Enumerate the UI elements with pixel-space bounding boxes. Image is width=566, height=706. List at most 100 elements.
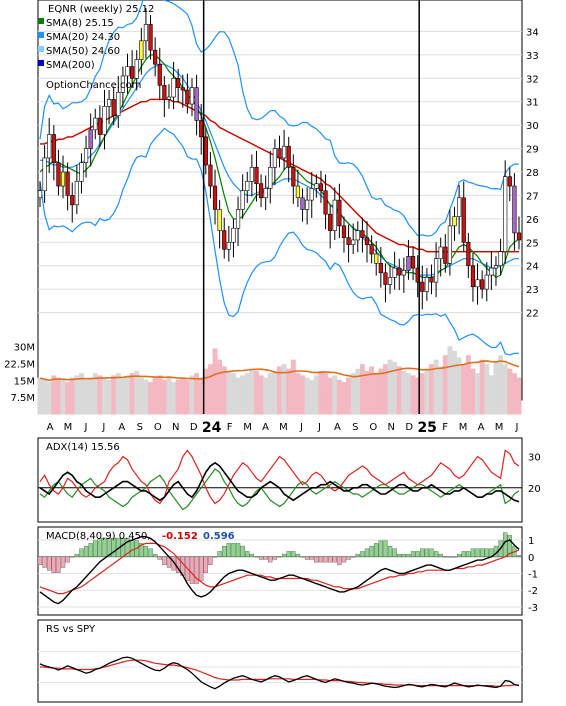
- macd-hist-bar: [189, 556, 195, 584]
- macd-hist-bar: [286, 551, 291, 557]
- macd-hist-bar: [226, 543, 231, 557]
- volume-bar: [171, 382, 177, 415]
- volume-bar: [253, 370, 259, 415]
- x-axis-label: M: [459, 422, 468, 433]
- volume-bar: [410, 375, 416, 415]
- legend-label: SMA(8) 25.15: [46, 18, 114, 29]
- macd-hist-bar: [438, 553, 443, 557]
- macd-line: [39, 536, 520, 605]
- candle-body: [475, 279, 480, 288]
- macd-hist-bar: [217, 551, 222, 557]
- macd-lines: [39, 536, 520, 605]
- candle-body: [83, 148, 89, 163]
- price-panel-frame: [37, 0, 523, 401]
- macd-hist-bar: [392, 548, 397, 557]
- x-axis-label: D: [405, 422, 413, 433]
- candle-body: [226, 241, 231, 250]
- volume-bar: [498, 355, 504, 415]
- volume-bar: [226, 370, 232, 415]
- macd-value-signal: -0.152: [162, 531, 198, 542]
- volume-tick-label: 30M: [14, 343, 35, 354]
- macd-hist-bar: [341, 556, 347, 563]
- legend-swatch: [38, 18, 44, 24]
- candle-body: [42, 157, 47, 192]
- price-y-ticks: 22 23 24 25 26 27 28 29 30 31 32 33 34: [526, 27, 539, 319]
- rs-lines: [39, 656, 520, 690]
- volume-bar: [217, 359, 223, 415]
- price-tick-label: 23: [526, 285, 539, 296]
- macd-hist-bar: [397, 553, 402, 557]
- price-tick-label: 25: [526, 238, 539, 249]
- macd-hist-bar: [337, 556, 342, 565]
- macd-hist-bar: [507, 535, 512, 557]
- price-title: EQNR (weekly) 25.12: [48, 4, 154, 15]
- volume-bar: [359, 364, 365, 415]
- volume-bar: [382, 364, 388, 415]
- candle-body: [125, 66, 130, 77]
- volume-bar: [272, 370, 278, 415]
- candle-body: [208, 164, 213, 187]
- x-axis-label: M: [64, 422, 73, 433]
- volume-bar: [300, 375, 306, 415]
- volume-bar: [138, 377, 144, 415]
- volume-bar: [387, 359, 393, 415]
- macd-hist-bar: [516, 555, 522, 557]
- volume-bar: [101, 377, 107, 415]
- volume-bar: [157, 375, 163, 415]
- volume-bar: [46, 382, 52, 415]
- volume-bar: [258, 375, 264, 415]
- legend-swatch: [38, 60, 44, 66]
- adx-panel-frame: [37, 437, 523, 523]
- macd-hist-bar: [254, 556, 259, 558]
- macd-hist-bar: [406, 553, 411, 557]
- macd-hist-bar: [475, 548, 480, 557]
- macd-hist-bar: [199, 556, 204, 582]
- candle-body: [484, 274, 489, 290]
- price-tick-label: 30: [526, 121, 539, 132]
- candle-body: [249, 167, 254, 182]
- x-axis-label: S: [137, 422, 143, 433]
- adx-tick-label: 20: [528, 484, 541, 495]
- volume-bar: [396, 366, 402, 415]
- volume-bar: [313, 375, 319, 415]
- macd-hist-bar: [208, 556, 213, 565]
- volume-bar: [438, 366, 444, 415]
- x-axis-label: O: [154, 422, 162, 433]
- volume-bar: [304, 377, 310, 415]
- x-axis-label: 24: [202, 420, 222, 436]
- candle-body: [346, 237, 351, 245]
- candle-body: [512, 185, 517, 234]
- macd-hist-bar: [378, 540, 383, 557]
- volume-bar: [263, 377, 269, 415]
- macd-hist-bar: [83, 545, 89, 557]
- candle-body: [199, 120, 204, 138]
- legend-swatch: [38, 32, 44, 38]
- candle-body: [516, 232, 522, 241]
- legend-swatch: [38, 46, 44, 52]
- macd-hist-bar: [484, 548, 489, 557]
- macd-hist-bar: [383, 540, 388, 557]
- volume-bar: [507, 368, 513, 415]
- candle-body: [295, 185, 301, 199]
- volume-bar: [55, 377, 61, 415]
- x-axis-label: M: [495, 422, 504, 433]
- candle-body: [351, 239, 356, 245]
- volume-bar: [143, 379, 149, 415]
- volume-bar: [456, 357, 462, 415]
- watermark: OptionChance.com: [46, 80, 141, 91]
- volume-bar: [125, 375, 131, 415]
- volume-tick-label: 22.5M: [4, 360, 35, 371]
- volume-bar: [327, 377, 333, 415]
- candle-body: [461, 197, 466, 243]
- volume-tick-label: 15M: [14, 376, 35, 387]
- macd-hist-bar: [424, 548, 430, 557]
- macd-hist-bar: [291, 551, 296, 557]
- volume-y-ticks: 30M 22.5M 15M 7.5M: [4, 343, 35, 404]
- macd-hist-bar: [281, 553, 287, 557]
- volume-bar: [290, 359, 296, 415]
- macd-hist-bar: [415, 551, 420, 557]
- macd-hist-bar: [277, 556, 282, 558]
- candle-body: [424, 277, 429, 292]
- macd-hist-bar: [374, 543, 379, 557]
